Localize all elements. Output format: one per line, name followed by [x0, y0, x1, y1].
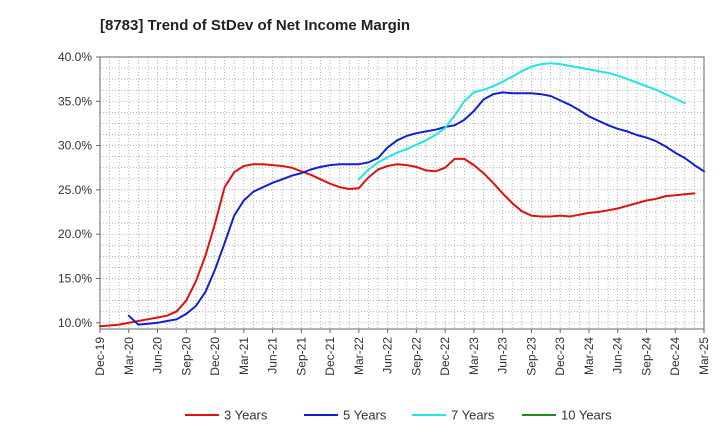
x-tick-label: Dec-22 [438, 337, 452, 376]
x-tick-label: Jun-21 [266, 337, 280, 374]
x-tick-label: Sep-20 [179, 337, 193, 376]
series-line-7-years [357, 62, 686, 181]
x-tick-label: Dec-24 [668, 337, 682, 376]
series-line-5-years [127, 91, 705, 326]
x-axis: Dec-19 Mar-20 Jun-20 Sep-20 Dec-20 Mar-21 Jun-… [93, 329, 711, 376]
x-tick-label: Sep-24 [639, 337, 653, 376]
x-tick-label: Dec-20 [208, 337, 222, 376]
y-tick-label: 15.0% [58, 271, 92, 285]
legend: 3 Years 5 Years 7 Years 10 Years [185, 408, 612, 423]
x-tick-label: Dec-23 [553, 337, 567, 376]
x-tick-label: Mar-21 [237, 337, 251, 375]
x-tick-label: Mar-20 [122, 337, 136, 375]
chart-title: [8783] Trend of StDev of Net Income Marg… [100, 17, 410, 34]
y-tick-label: 10.0% [58, 316, 92, 330]
legend-label-10-years: 10 Years [561, 408, 612, 423]
y-tick-label: 35.0% [58, 94, 92, 108]
grid [100, 57, 704, 329]
y-tick-label: 40.0% [58, 50, 92, 64]
x-tick-label: Dec-21 [323, 337, 337, 376]
series-line-3-years [99, 157, 696, 328]
x-tick-label: Jun-20 [151, 337, 165, 374]
x-tick-label: Sep-21 [294, 337, 308, 376]
x-tick-label: Jun-24 [611, 337, 625, 374]
plot-frame [99, 56, 705, 330]
legend-label-3-years: 3 Years [224, 408, 268, 423]
x-tick-label: Sep-23 [524, 337, 538, 376]
y-tick-label: 30.0% [58, 139, 92, 153]
legend-label-5-years: 5 Years [343, 408, 387, 423]
x-tick-label: Mar-25 [697, 337, 711, 375]
series-lines [99, 62, 705, 328]
x-tick-label: Jun-23 [496, 337, 510, 374]
y-tick-label: 20.0% [58, 227, 92, 241]
x-tick-label: Mar-23 [467, 337, 481, 375]
x-tick-label: Dec-19 [93, 337, 107, 376]
y-tick-label: 25.0% [58, 183, 92, 197]
x-tick-label: Mar-24 [582, 337, 596, 375]
legend-label-7-years: 7 Years [451, 408, 495, 423]
x-tick-label: Jun-22 [381, 337, 395, 374]
y-axis: 10.0% 15.0% 20.0% 25.0% 30.0% 35.0% 40.0% [58, 50, 100, 330]
x-tick-label: Mar-22 [352, 337, 366, 375]
x-tick-label: Sep-22 [409, 337, 423, 376]
